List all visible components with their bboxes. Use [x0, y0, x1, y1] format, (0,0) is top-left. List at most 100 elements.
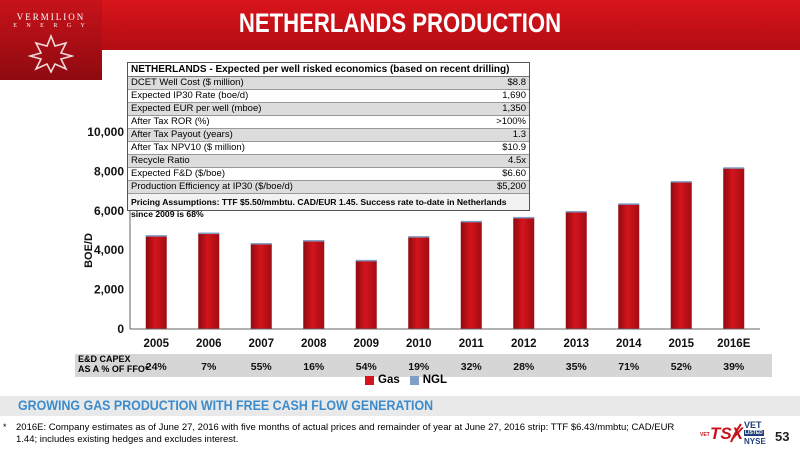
capex-value: 52%	[671, 361, 693, 373]
capex-row-band	[75, 354, 772, 377]
legend-label-ngl: NGL	[422, 374, 448, 386]
logo-tagline: E N E R G Y	[13, 23, 89, 29]
bar-gas	[565, 211, 587, 329]
x-tick-label: 2012	[511, 338, 537, 350]
economics-table-row: After Tax Payout (years) 1.3	[128, 129, 529, 142]
economics-row-label: After Tax Payout (years)	[131, 129, 233, 140]
economics-row-value: 1,690	[502, 90, 526, 101]
legend-swatch-ngl	[409, 375, 419, 385]
x-tick-label: 2016E	[717, 338, 751, 350]
capex-value: 28%	[513, 361, 535, 373]
y-tick-label: 10,000	[87, 125, 124, 139]
y-tick-label: 6,000	[94, 204, 124, 218]
y-axis: 0 2,000 4,000 6,000 8,000 10,000 BOE/D	[83, 125, 131, 336]
economics-row-label: Expected F&D ($/boe)	[131, 168, 225, 179]
economics-row-value: >100%	[496, 116, 526, 127]
economics-table-row: After Tax NPV10 ($ million) $10.9	[128, 142, 529, 155]
y-axis-title: BOE/D	[83, 233, 95, 268]
economics-row-label: Recycle Ratio	[131, 155, 190, 166]
legend-label-gas: Gas	[378, 374, 400, 386]
bar-ngl	[198, 232, 220, 235]
x-tick-label: 2005	[143, 338, 169, 350]
x-tick-label: 2011	[459, 338, 485, 350]
header-band	[0, 0, 800, 50]
bars	[145, 167, 745, 329]
economics-table-row: DCET Well Cost ($ million) $8.8	[128, 77, 529, 90]
economics-row-label: Expected EUR per well (mboe)	[131, 103, 262, 114]
economics-row-value: 4.5x	[508, 155, 526, 166]
bar-gas	[198, 232, 220, 329]
capex-value: 35%	[566, 361, 588, 373]
y-tick-label: 2,000	[94, 283, 124, 297]
footnote: 2016E: Company estimates as of June 27, …	[16, 422, 675, 445]
economics-row-value: $5,200	[496, 181, 526, 192]
x-tick-label: 2006	[196, 338, 222, 350]
x-tick-label: 2013	[563, 338, 589, 350]
y-tick-label: 0	[117, 322, 124, 336]
bar-ngl	[723, 167, 745, 169]
x-tick-label: 2008	[301, 338, 327, 350]
subtitle-band	[0, 396, 800, 416]
legend-swatch-gas	[365, 375, 374, 385]
slide-subtitle: GROWING GAS PRODUCTION WITH FREE CASH FL…	[18, 398, 434, 413]
footnote-marker: *	[3, 422, 7, 432]
bar-ngl	[565, 210, 587, 213]
vet-label: VET	[744, 420, 762, 430]
bar-ngl	[513, 216, 535, 219]
capex-value: 55%	[251, 361, 273, 373]
vet-small-label: VET	[700, 432, 710, 438]
bar-ngl	[250, 243, 272, 245]
economics-table-rows: DCET Well Cost ($ million) $8.8 Expected I…	[128, 77, 529, 194]
capex-values: 24% 7% 55% 16% 54% 19% 32% 28% 35% 71% 52% 39%	[146, 361, 745, 373]
capex-value: 16%	[303, 361, 325, 373]
economics-row-label: Production Efficiency at IP30 ($/boe/d)	[131, 181, 293, 192]
economics-row-value: $6.60	[502, 168, 526, 179]
logo-wordmark: VERMILION	[16, 12, 86, 22]
capex-value: 54%	[356, 361, 378, 373]
economics-row-label: After Tax NPV10 ($ million)	[131, 142, 245, 153]
y-tick-label: 4,000	[94, 243, 124, 257]
capex-value: 24%	[146, 361, 168, 373]
chart-legend: Gas NGL	[365, 374, 457, 386]
listed-label: LISTED	[744, 430, 764, 436]
bar-gas	[618, 204, 640, 329]
capex-label-line2: AS A % OF FFO*	[78, 364, 149, 374]
capex-label-line1: E&D CAPEX	[78, 354, 131, 364]
x-tick-label: 2009	[353, 338, 379, 350]
x-tick-label: 2015	[668, 338, 694, 350]
economics-table-row: Production Efficiency at IP30 ($/boe/d) $…	[128, 181, 529, 194]
x-tick-label: 2007	[248, 338, 274, 350]
legend-item-ngl: NGL	[409, 374, 448, 386]
capex-value: 71%	[618, 361, 640, 373]
x-tick-label: 2014	[616, 338, 642, 350]
economics-row-label: DCET Well Cost ($ million)	[131, 77, 244, 88]
x-tick-label: 2010	[406, 338, 432, 350]
economics-table: NETHERLANDS - Expected per well risked e…	[127, 62, 530, 219]
nyse-label: NYSE	[744, 437, 766, 446]
economics-row-value: $10.9	[502, 142, 526, 153]
economics-row-value: 1,350	[502, 103, 526, 114]
bar-gas	[408, 236, 430, 329]
capex-value: 7%	[201, 361, 217, 373]
bar-ngl	[408, 236, 430, 238]
company-logo: VERMILION E N E R G Y	[0, 0, 102, 80]
legend-item-gas: Gas	[365, 374, 400, 386]
economics-table-row: Expected F&D ($/boe) $6.60	[128, 168, 529, 181]
capex-value: 39%	[723, 361, 745, 373]
capex-row-label: E&D CAPEX AS A % OF FFO*	[78, 354, 148, 374]
bar-gas	[250, 243, 272, 329]
economics-table-title: NETHERLANDS - Expected per well risked e…	[128, 63, 529, 77]
economics-table-row: After Tax ROR (%) >100%	[128, 116, 529, 129]
x-axis: 2005 2006 2007 2008 2009 2010 2011 2012 2013 2014…	[130, 328, 760, 350]
economics-row-label: After Tax ROR (%)	[131, 116, 210, 127]
tsx-label: TSX	[710, 424, 744, 443]
y-tick-label: 8,000	[94, 164, 124, 178]
bar-ngl	[355, 259, 377, 262]
economics-table-row: Recycle Ratio 4.5x	[128, 155, 529, 168]
page-title: NETHERLANDS PRODUCTION	[238, 8, 562, 38]
economics-table-row: Expected IP30 Rate (boe/d) 1,690	[128, 90, 529, 103]
economics-table-footer: Pricing Assumptions: TTF $5.50/mmbtu. CA…	[128, 194, 529, 219]
capex-value: 32%	[461, 361, 483, 373]
economics-table-row: Expected EUR per well (mboe) 1,350	[128, 103, 529, 116]
